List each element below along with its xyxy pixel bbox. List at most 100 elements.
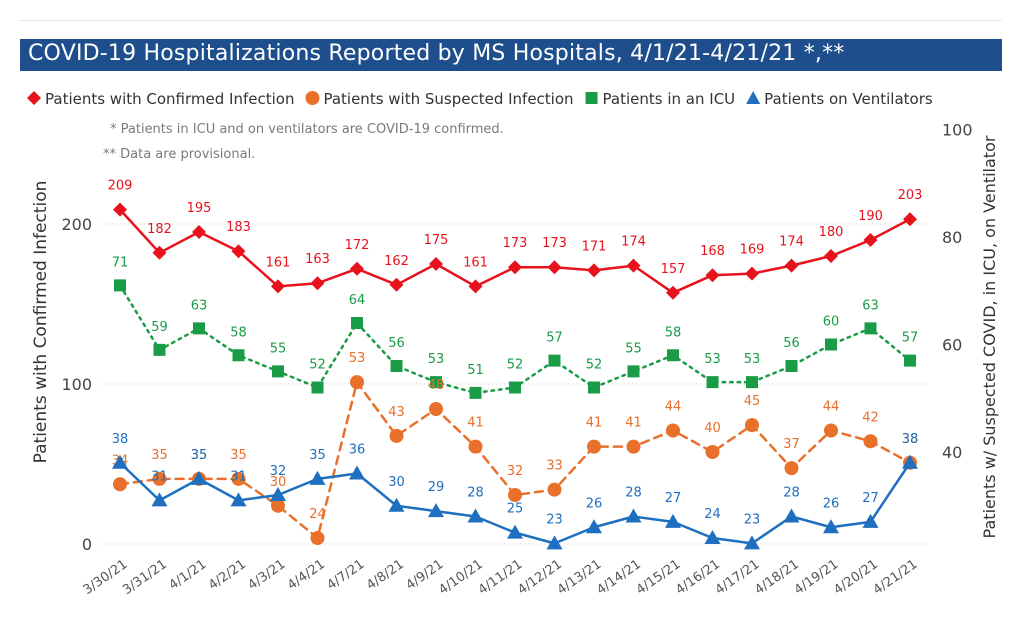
data-point[interactable]	[311, 381, 324, 394]
data-point[interactable]	[349, 465, 365, 480]
circle-icon	[305, 91, 320, 105]
data-point[interactable]	[428, 503, 444, 518]
legend-item-patients-with-confirmed-infection[interactable]: Patients with Confirmed Infection	[27, 90, 294, 108]
data-point[interactable]	[389, 428, 404, 443]
data-point[interactable]	[468, 279, 483, 294]
data-point[interactable]	[626, 258, 641, 273]
data-point[interactable]	[430, 376, 442, 389]
data-point[interactable]	[389, 277, 404, 292]
data-point[interactable]	[783, 508, 800, 523]
data-point[interactable]	[745, 266, 759, 281]
data-label: 161	[463, 255, 488, 270]
data-point[interactable]	[270, 487, 286, 501]
data-point[interactable]	[112, 454, 128, 469]
data-label: 53	[704, 352, 721, 367]
data-point[interactable]	[902, 454, 918, 469]
data-label: 38	[902, 432, 919, 447]
data-point[interactable]	[548, 354, 561, 367]
data-point[interactable]	[230, 492, 247, 507]
data-point[interactable]	[350, 375, 364, 390]
data-point[interactable]	[309, 470, 326, 485]
legend-item-patients-with-suspected-infection[interactable]: Patients with Suspected Infection	[305, 90, 574, 108]
data-point[interactable]	[271, 498, 285, 513]
data-point[interactable]	[823, 519, 839, 534]
data-point[interactable]	[388, 497, 405, 512]
data-point[interactable]	[231, 471, 246, 486]
data-point[interactable]	[706, 376, 719, 389]
data-point[interactable]	[586, 519, 602, 534]
data-point[interactable]	[588, 381, 600, 394]
data-point[interactable]	[390, 360, 403, 372]
data-point[interactable]	[507, 524, 523, 539]
square-icon	[585, 92, 598, 104]
data-point[interactable]	[508, 260, 522, 275]
data-point[interactable]	[232, 349, 245, 362]
data-point[interactable]	[862, 513, 879, 528]
data-point[interactable]	[546, 535, 563, 550]
data-label: 180	[819, 225, 844, 240]
data-point[interactable]	[113, 202, 127, 217]
data-point[interactable]	[310, 276, 325, 291]
data-point[interactable]	[310, 531, 325, 545]
data-point[interactable]	[152, 245, 167, 260]
data-point[interactable]	[469, 386, 482, 399]
data-label: 26	[586, 496, 603, 511]
data-point[interactable]	[784, 258, 799, 273]
data-point[interactable]	[151, 492, 168, 507]
data-point[interactable]	[824, 423, 838, 438]
data-point[interactable]	[547, 260, 562, 275]
data-point[interactable]	[705, 445, 720, 459]
data-label: 23	[744, 512, 761, 527]
data-label: 161	[266, 255, 291, 270]
data-point[interactable]	[587, 439, 601, 454]
legend-item-patients-in-an-icu[interactable]: Patients in an ICU	[585, 90, 736, 108]
data-point[interactable]	[863, 434, 878, 449]
data-point[interactable]	[587, 263, 601, 278]
data-point[interactable]	[152, 471, 167, 486]
x-tick-label: 4/16/21	[673, 557, 723, 598]
data-point[interactable]	[508, 488, 522, 502]
data-point[interactable]	[904, 354, 916, 367]
data-point[interactable]	[626, 439, 641, 454]
data-point[interactable]	[746, 376, 758, 389]
note-icu: * Patients in ICU and on ventilators are…	[110, 122, 504, 137]
data-point[interactable]	[744, 535, 760, 550]
data-point[interactable]	[864, 322, 877, 335]
data-point[interactable]	[191, 470, 207, 485]
data-point[interactable]	[863, 233, 878, 247]
data-label: 31	[230, 469, 247, 484]
data-point[interactable]	[468, 439, 483, 454]
data-point[interactable]	[192, 225, 206, 239]
data-point[interactable]	[825, 338, 837, 351]
data-point[interactable]	[665, 513, 681, 528]
data-point[interactable]	[429, 257, 443, 271]
data-point[interactable]	[429, 402, 443, 416]
legend-item-patients-on-ventilators[interactable]: Patients on Ventilators	[746, 90, 933, 108]
data-point[interactable]	[667, 349, 679, 362]
data-point[interactable]	[272, 365, 284, 378]
data-point[interactable]	[903, 212, 917, 227]
data-point[interactable]	[114, 279, 126, 292]
data-point[interactable]	[666, 285, 680, 300]
data-point[interactable]	[271, 279, 285, 294]
data-point[interactable]	[745, 418, 759, 433]
data-point[interactable]	[509, 381, 521, 394]
data-point[interactable]	[784, 461, 799, 476]
data-point[interactable]	[785, 360, 798, 372]
data-point[interactable]	[467, 508, 484, 523]
data-point[interactable]	[113, 477, 127, 492]
data-point[interactable]	[824, 249, 838, 263]
data-point[interactable]	[547, 482, 562, 497]
data-point[interactable]	[231, 244, 246, 259]
data-point[interactable]	[350, 261, 364, 276]
data-point[interactable]	[705, 268, 720, 283]
x-tick-label: 4/13/21	[555, 557, 605, 598]
data-point[interactable]	[351, 317, 363, 329]
data-point[interactable]	[153, 343, 166, 356]
data-point[interactable]	[666, 423, 680, 438]
data-point[interactable]	[704, 530, 721, 544]
data-label: 55	[625, 341, 642, 356]
data-point[interactable]	[627, 365, 640, 378]
data-point[interactable]	[625, 508, 642, 523]
data-point[interactable]	[193, 322, 205, 335]
